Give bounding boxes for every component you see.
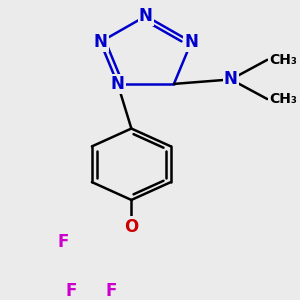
Text: O: O bbox=[124, 218, 139, 236]
Text: N: N bbox=[111, 75, 124, 93]
Text: F: F bbox=[106, 282, 117, 300]
Text: N: N bbox=[224, 70, 238, 88]
Text: CH₃: CH₃ bbox=[269, 53, 297, 67]
Text: F: F bbox=[66, 282, 77, 300]
Text: F: F bbox=[58, 233, 69, 251]
Text: N: N bbox=[139, 7, 153, 25]
Text: CH₃: CH₃ bbox=[269, 92, 297, 106]
Text: N: N bbox=[184, 33, 198, 51]
Text: N: N bbox=[93, 33, 107, 51]
